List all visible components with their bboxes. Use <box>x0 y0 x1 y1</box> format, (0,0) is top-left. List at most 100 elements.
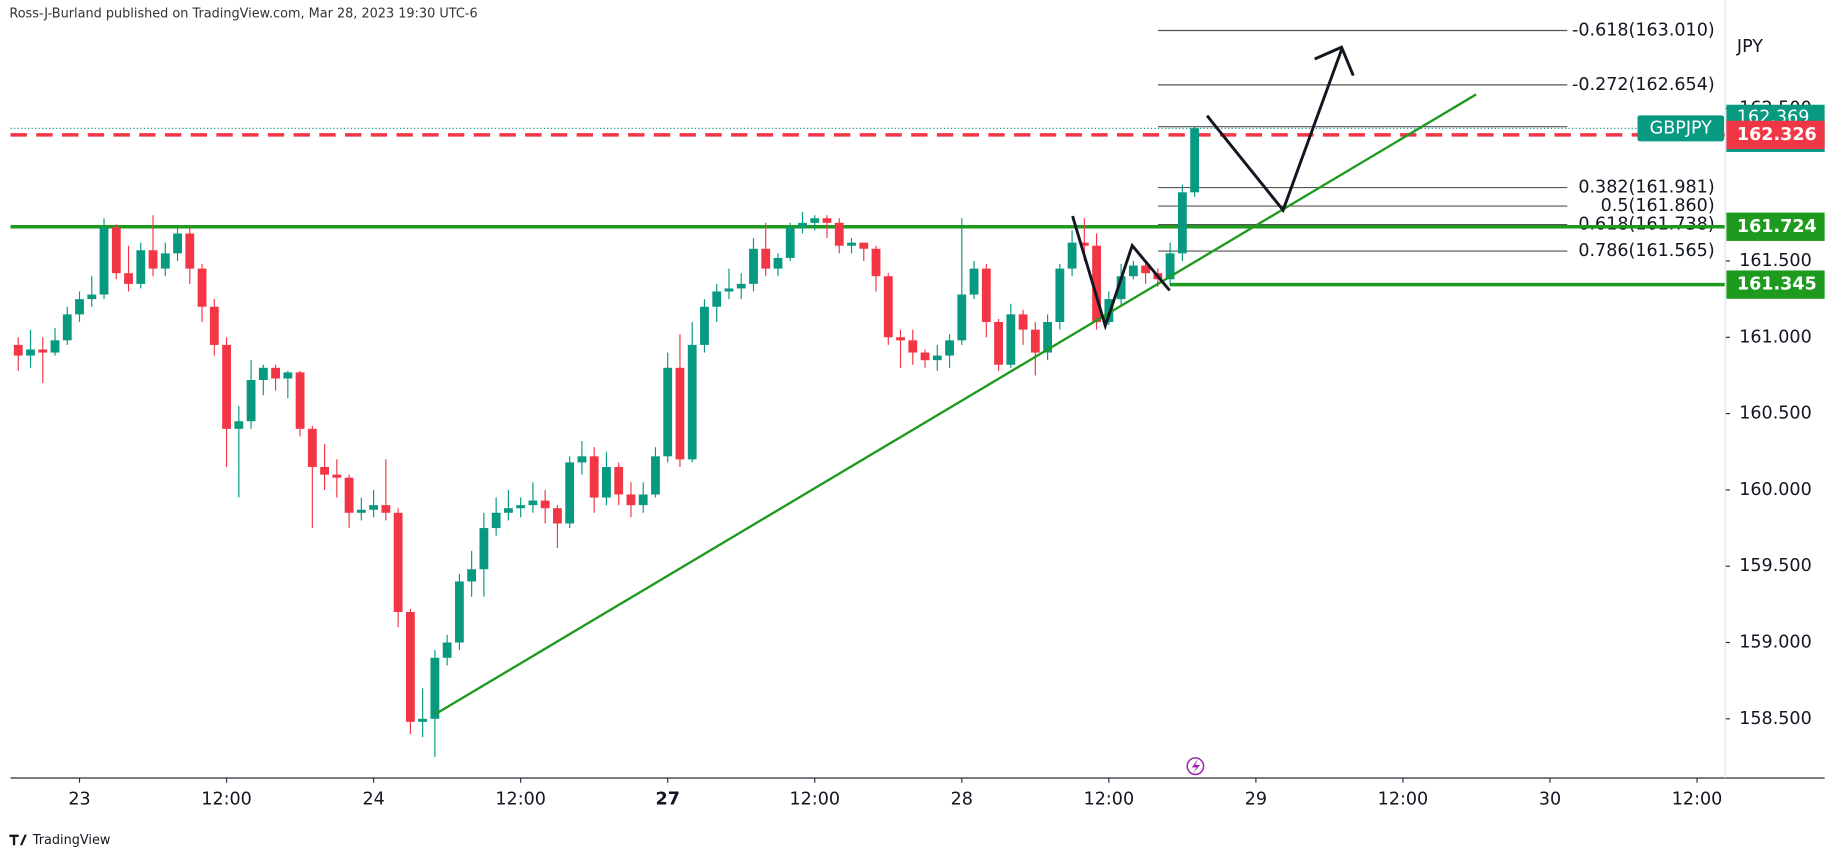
candle-body <box>479 528 489 570</box>
x-tick-label: 12:00 <box>789 789 840 809</box>
fib-label: 0.5(161.860) <box>1601 196 1715 216</box>
candle-body <box>1079 242 1089 246</box>
y-tick-label: 158.500 <box>1739 709 1811 729</box>
candle-body <box>13 344 23 356</box>
candle-body <box>124 273 133 284</box>
candle-body <box>62 314 72 341</box>
y-tick-label: 160.500 <box>1739 404 1811 424</box>
candle-body <box>589 456 599 498</box>
candle-body <box>1055 268 1065 323</box>
candle-body <box>87 294 97 300</box>
candle-body <box>602 466 611 498</box>
x-tick-label: 27 <box>656 789 680 809</box>
candle-body <box>148 250 158 269</box>
brand-logo <box>9 834 27 846</box>
candle-body <box>712 291 722 307</box>
fib-label: 0.786(161.565) <box>1578 241 1714 261</box>
candle-body <box>1104 299 1114 323</box>
candle-body <box>381 505 391 513</box>
candle-body <box>99 227 109 295</box>
candle-body <box>418 718 428 722</box>
candle-body <box>1067 242 1077 269</box>
candle-body <box>994 322 1003 365</box>
lightning-icon <box>1186 757 1205 776</box>
x-tick-label: 23 <box>68 789 90 809</box>
x-tick-label: 12:00 <box>1378 789 1429 809</box>
candle-body <box>516 505 526 509</box>
drawn-path <box>1071 215 1171 331</box>
level-tag-label: 162.326 <box>1737 125 1817 145</box>
candle-body <box>528 500 538 506</box>
candle-body <box>663 367 673 457</box>
candle-body <box>553 508 562 524</box>
candle-body <box>222 344 231 429</box>
candle-body <box>75 299 84 315</box>
x-tick-label: 24 <box>362 789 384 809</box>
y-tick-label: 159.000 <box>1739 632 1811 652</box>
candle-body <box>307 428 317 467</box>
candle-body <box>50 340 60 353</box>
brand: TradingView <box>32 833 111 848</box>
candle-body <box>430 657 440 719</box>
level-tag-bg <box>1726 270 1825 299</box>
candle-body <box>369 505 379 510</box>
candle-body <box>1030 329 1040 353</box>
candle-body <box>749 248 758 284</box>
candle-body <box>675 367 685 460</box>
candle-body <box>1190 128 1200 193</box>
candle-body <box>834 222 844 246</box>
symbol-tag-bg <box>1637 115 1725 142</box>
x-tick-label: 12:00 <box>1672 789 1723 809</box>
candle-body <box>405 611 415 722</box>
candle-body <box>810 218 820 223</box>
fib-label: 0.382(161.981) <box>1578 178 1714 198</box>
trend-line <box>434 93 1477 716</box>
candle-body <box>908 340 918 353</box>
x-tick-label: 29 <box>1245 789 1267 809</box>
candle-body <box>920 352 930 361</box>
candle-body <box>565 462 575 524</box>
candle-body <box>638 494 648 506</box>
candle-body <box>234 421 244 429</box>
candle-body <box>651 456 660 495</box>
candle-body <box>1018 314 1028 330</box>
x-tick-label: 12:00 <box>201 789 252 809</box>
candle-body <box>1141 265 1151 274</box>
candle-body <box>859 242 869 249</box>
candle-body <box>111 227 121 274</box>
candle-body <box>1116 276 1126 300</box>
candle-body <box>871 248 881 277</box>
candle-body <box>896 337 905 341</box>
candle-body <box>467 569 477 582</box>
candle-body <box>356 509 366 513</box>
y-tick-label: 161.500 <box>1739 251 1811 271</box>
candle-body <box>736 283 746 289</box>
candle-body <box>173 233 182 254</box>
candle-body <box>1165 253 1175 280</box>
candle-body <box>332 474 342 478</box>
candle-body <box>981 268 991 323</box>
candle-body <box>687 344 697 460</box>
fib-label: -0.618(163.010) <box>1572 20 1715 40</box>
candle-body <box>1092 245 1102 323</box>
candle-body <box>26 349 35 356</box>
candle-body <box>1128 265 1138 277</box>
x-tick-label: 12:00 <box>1084 789 1135 809</box>
candle-body <box>883 276 893 338</box>
arrow-head <box>1314 45 1355 77</box>
candle-body <box>246 380 256 422</box>
candle-body <box>393 512 403 612</box>
candle-body <box>540 500 550 509</box>
candle-body <box>320 466 330 475</box>
x-tick-label: 12:00 <box>495 789 546 809</box>
candle-body <box>38 349 48 353</box>
candle-body <box>626 494 636 506</box>
candle-body <box>1006 314 1016 365</box>
candle-body <box>454 581 464 643</box>
candle-body <box>577 456 587 463</box>
drawn-projection <box>1205 49 1343 214</box>
candle-body <box>258 367 268 381</box>
candle-body <box>503 508 513 513</box>
level-tag-bg <box>1726 212 1825 241</box>
